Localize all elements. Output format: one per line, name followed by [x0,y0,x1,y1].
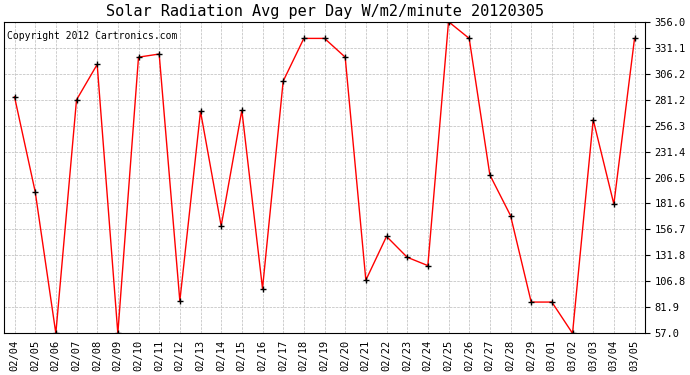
Title: Solar Radiation Avg per Day W/m2/minute 20120305: Solar Radiation Avg per Day W/m2/minute … [106,4,544,19]
Text: Copyright 2012 Cartronics.com: Copyright 2012 Cartronics.com [8,31,178,41]
